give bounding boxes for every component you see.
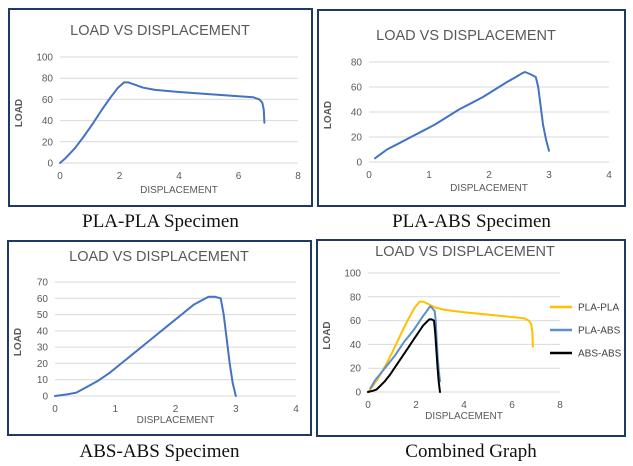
x-axis-label: DISPLACEMENT [137,415,215,426]
series-line [374,71,550,160]
y-tick-label: 50 [37,310,49,321]
x-axis-label: DISPLACEMENT [450,183,528,194]
y-tick-label: 100 [344,269,361,280]
x-axis-label: DISPLACEMENT [425,411,503,422]
chart-title: LOAD VS DISPLACEMENT [70,23,250,39]
y-tick-label: 60 [42,95,54,106]
y-tick-label: 80 [351,58,363,69]
chart-caption: Combined Graph [405,441,537,462]
x-tick-label: 1 [426,170,432,181]
x-tick-label: 4 [606,170,612,181]
y-tick-label: 40 [42,116,54,127]
y-tick-label: 60 [37,294,49,305]
chart-svg: LOAD VS DISPLACEMENT 0 10 20 30 40 50 60 70 0 1 2 3 4… [13,249,299,426]
y-tick-label: 0 [47,159,53,170]
y-tick-label: 80 [42,74,54,85]
series-line [369,305,441,390]
x-tick-label: 8 [295,171,301,182]
y-tick-label: 70 [37,278,49,289]
chart-title: LOAD VS DISPLACEMENT [69,249,249,265]
y-tick-label: 100 [36,53,53,64]
y-tick-label: 40 [350,340,362,351]
x-tick-label: 6 [236,171,242,182]
y-tick-label: 0 [356,158,362,169]
chart-svg: LOAD VS DISPLACEMENT 0 20 40 60 80 100 0 2 4 6 8 DIS… [322,244,622,422]
x-tick-label: 0 [366,170,372,181]
series-line [367,318,441,393]
x-tick-label: 0 [57,171,63,182]
x-tick-label: 2 [413,400,419,411]
legend-label: PLA-PLA [578,303,619,314]
x-tick-label: 2 [173,404,179,415]
x-tick-label: 4 [176,171,182,182]
chart-panel-combined: LOAD VS DISPLACEMENT 0 20 40 60 80 100 0 2 4 6 8 DIS… [316,239,626,437]
x-tick-label: 8 [557,400,563,411]
y-tick-label: 30 [37,343,49,354]
y-tick-label: 20 [351,133,363,144]
chart-svg: LOAD VS DISPLACEMENT 0 20 40 60 80 100 0 2 4 6 8 DIS… [14,23,301,196]
y-axis-label: LOAD [13,328,24,356]
y-tick-label: 20 [37,359,49,370]
x-tick-label: 2 [117,171,123,182]
chart-caption: PLA-ABS Specimen [392,211,551,232]
chart-caption: PLA-PLA Specimen [82,211,239,232]
x-axis-label: DISPLACEMENT [140,185,218,196]
y-tick-label: 40 [351,108,363,119]
chart-panel-abs-abs: LOAD VS DISPLACEMENT 0 10 20 30 40 50 60 70 0 1 2 3 4… [7,240,312,436]
x-tick-label: 1 [112,404,118,415]
x-tick-label: 3 [546,170,552,181]
x-tick-label: 0 [52,404,58,415]
x-tick-label: 0 [365,400,371,411]
legend-label: ABS-ABS [578,349,622,360]
x-tick-label: 6 [509,400,515,411]
y-tick-label: 0 [42,392,48,403]
x-tick-label: 3 [233,404,239,415]
y-axis-label: LOAD [14,99,25,127]
y-tick-label: 0 [355,388,361,399]
chart-svg: LOAD VS DISPLACEMENT 0 20 40 60 80 0 1 2 3 4 DISPLA… [323,28,612,194]
chart-title: LOAD VS DISPLACEMENT [375,244,555,260]
chart-caption: ABS-ABS Specimen [79,441,240,462]
legend-label: PLA-ABS [578,326,621,337]
y-axis-label: LOAD [323,101,334,129]
chart-panel-pla-abs: LOAD VS DISPLACEMENT 0 20 40 60 80 0 1 2 3 4 DISPLA… [317,9,626,207]
x-tick-label: 2 [486,170,492,181]
series-line [367,300,534,393]
y-tick-label: 20 [350,364,362,375]
y-tick-label: 60 [350,316,362,327]
y-tick-label: 80 [350,292,362,303]
y-tick-label: 10 [37,375,49,386]
chart-panel-pla-pla: LOAD VS DISPLACEMENT 0 20 40 60 80 100 0 2 4 6 8 DIS… [8,8,313,207]
series-line [54,295,237,397]
chart-title: LOAD VS DISPLACEMENT [376,28,556,44]
y-tick-label: 60 [351,83,363,94]
x-tick-label: 4 [293,404,299,415]
y-axis-label: LOAD [322,321,333,349]
series-line [59,81,266,164]
y-tick-label: 20 [42,137,54,148]
y-tick-label: 40 [37,326,49,337]
x-tick-label: 4 [461,400,467,411]
